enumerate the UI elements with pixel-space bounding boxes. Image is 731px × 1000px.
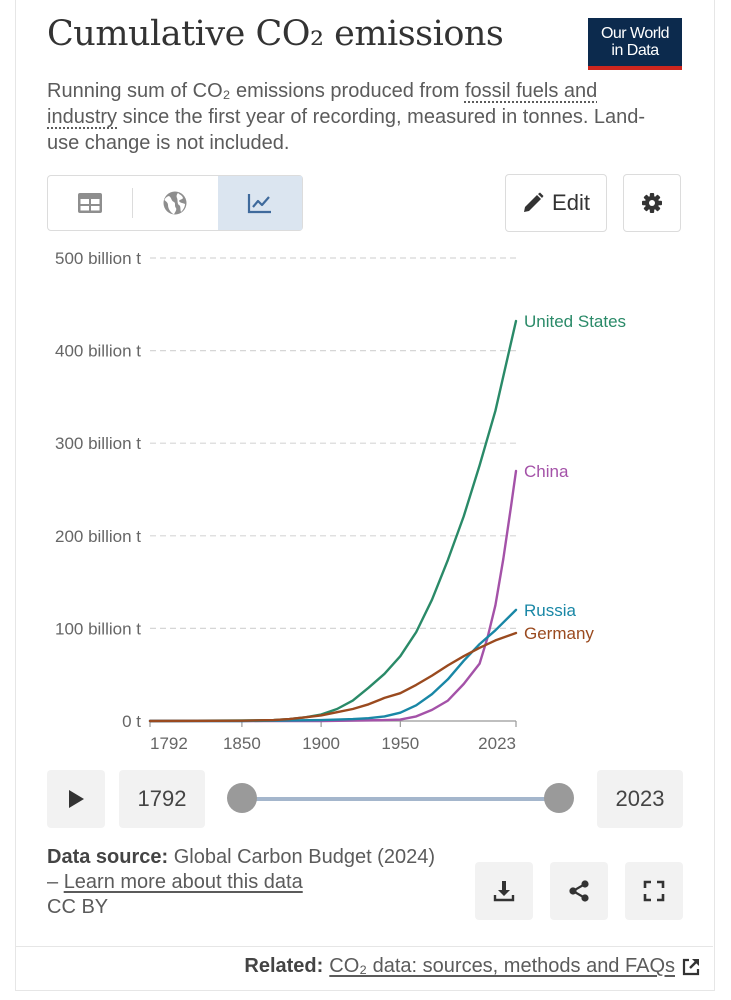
logo-line-2: in Data <box>611 42 659 59</box>
timeline-track[interactable] <box>242 797 560 801</box>
gear-icon <box>642 193 662 213</box>
chart-frame <box>15 0 715 991</box>
start-handle[interactable] <box>227 783 257 813</box>
tab-table[interactable] <box>48 176 132 230</box>
share-button[interactable] <box>550 862 608 920</box>
edit-button-label: Edit <box>552 190 590 215</box>
pencil-icon <box>524 192 544 212</box>
settings-button[interactable] <box>623 174 681 232</box>
related-link[interactable]: CO₂ data: sources, methods and FAQs <box>329 955 675 977</box>
edit-button[interactable]: Edit <box>505 174 607 232</box>
download-icon <box>493 881 515 902</box>
table-icon <box>78 193 102 213</box>
tab-chart[interactable] <box>218 176 302 230</box>
globe-icon <box>163 191 187 215</box>
footer-divider <box>15 946 713 947</box>
source-label: Data source: <box>47 846 169 868</box>
license-text: CC BY <box>47 896 109 918</box>
related-label: Related: <box>244 955 324 977</box>
line-chart-icon <box>247 194 271 214</box>
learn-more-link[interactable]: Learn more about this data <box>63 871 303 893</box>
fullscreen-icon <box>643 880 665 902</box>
fullscreen-button[interactable] <box>625 862 683 920</box>
subtitle-link[interactable]: fossil fuels and industry <box>47 80 598 128</box>
view-tabs <box>47 175 303 231</box>
play-icon <box>69 790 84 808</box>
tab-map[interactable] <box>133 176 217 230</box>
data-source: Data source: Global Carbon Budget (2024)… <box>47 845 437 920</box>
timeline: 1792 2023 <box>47 770 683 828</box>
chart-title: Cumulative CO₂ emissions <box>47 14 504 54</box>
download-button[interactable] <box>475 862 533 920</box>
subtitle-post: since the first year of recording, measu… <box>47 106 646 154</box>
subtitle-pre: Running sum of CO₂ emissions produced fr… <box>47 80 465 102</box>
tab-separator <box>132 188 133 218</box>
owid-logo[interactable]: Our World in Data <box>588 18 682 70</box>
logo-line-1: Our World <box>600 25 670 42</box>
start-year-box[interactable]: 1792 <box>119 770 205 828</box>
external-link-icon <box>682 958 700 975</box>
related-row: Related: CO₂ data: sources, methods and … <box>244 955 701 978</box>
share-icon <box>569 880 589 902</box>
play-button[interactable] <box>47 770 105 828</box>
chart-subtitle: Running sum of CO₂ emissions produced fr… <box>47 78 657 156</box>
end-year-box[interactable]: 2023 <box>597 770 683 828</box>
logo-accent-bar <box>588 66 682 70</box>
end-handle[interactable] <box>544 783 574 813</box>
source-text: Global Carbon Budget (2024) – <box>47 846 435 893</box>
